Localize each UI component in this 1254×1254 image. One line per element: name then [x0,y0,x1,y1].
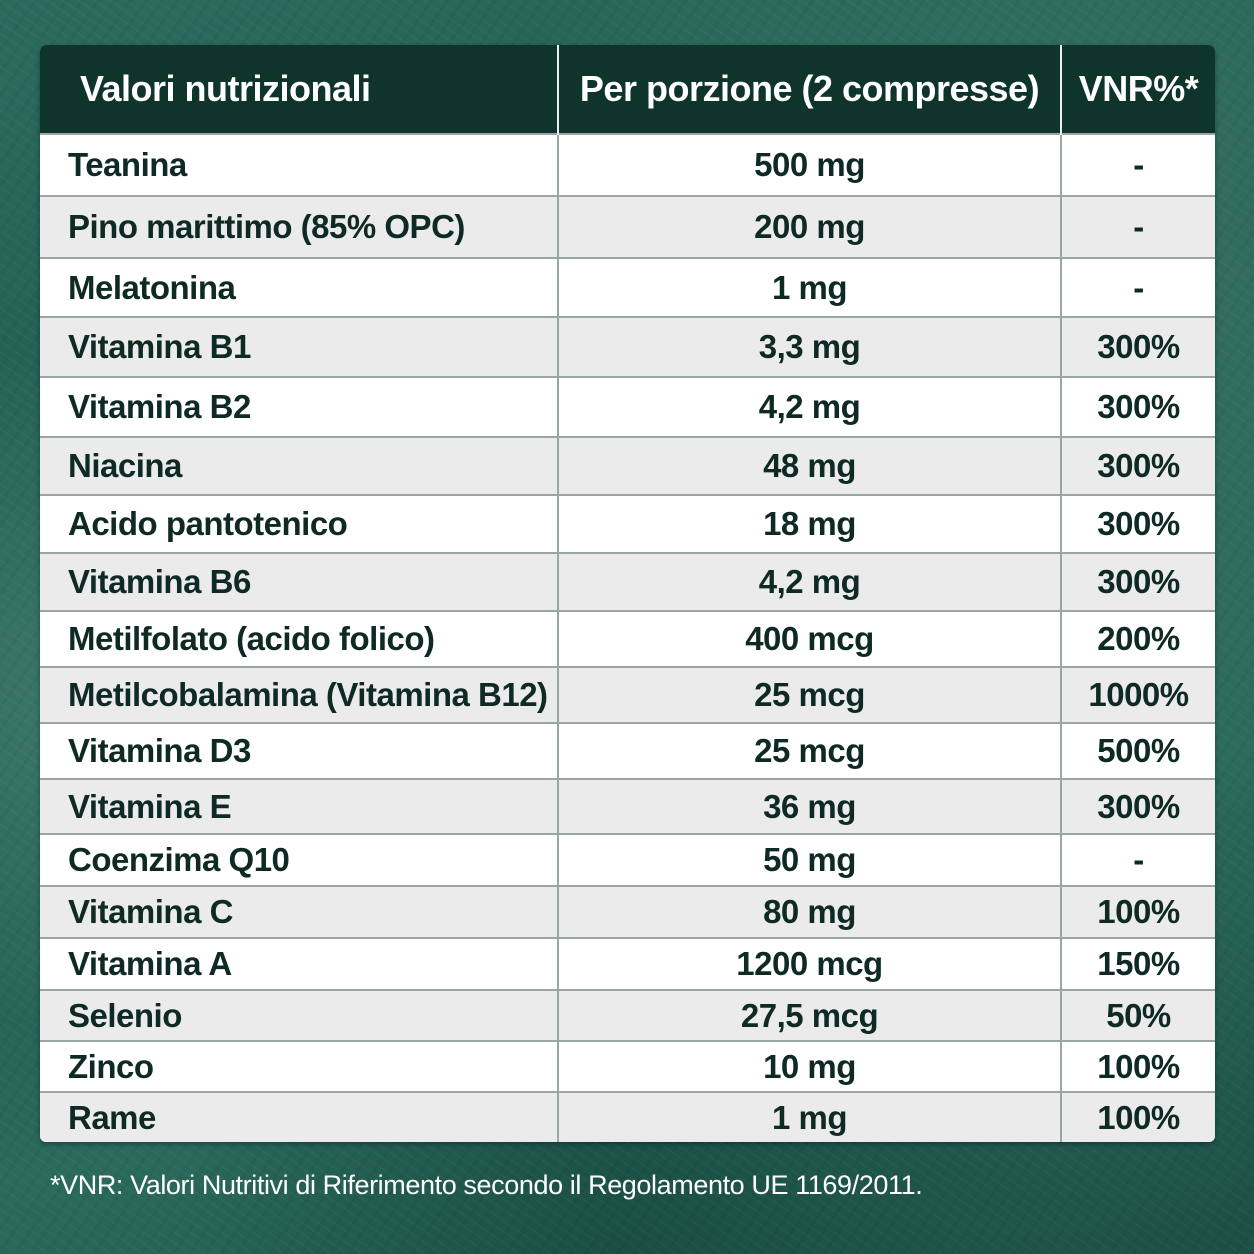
nutrient-vnr: - [1061,133,1215,196]
nutrient-amount: 48 mg [558,436,1062,495]
nutrient-name: Vitamina C [40,885,559,938]
nutrient-vnr: 200% [1061,610,1215,667]
nutrient-vnr: 1000% [1061,666,1215,723]
table-row: Niacina 48 mg 300% [40,436,1215,495]
nutrient-amount: 36 mg [558,778,1062,834]
nutrient-vnr: 300% [1061,778,1215,834]
table-row: Vitamina E 36 mg 300% [40,778,1215,834]
nutrient-vnr: 300% [1061,316,1215,377]
nutrient-name: Teanina [40,133,559,196]
nutrient-name: Vitamina E [40,778,559,834]
nutrient-name: Vitamina B1 [40,316,559,377]
nutrient-vnr: 150% [1061,937,1215,990]
nutrient-amount: 25 mcg [558,722,1062,779]
header-nutrient: Valori nutrizionali [40,45,559,134]
nutrient-amount: 1 mg [558,257,1062,317]
nutrient-amount: 50 mg [558,833,1062,886]
nutrient-name: Rame [40,1091,559,1142]
nutrient-amount: 4,2 mg [558,552,1062,611]
table-row: Vitamina A 1200 mcg 150% [40,937,1215,990]
nutrient-amount: 1200 mcg [558,937,1062,990]
nutrient-name: Zinco [40,1040,559,1092]
nutrient-name: Vitamina D3 [40,722,559,779]
nutrient-name: Vitamina B6 [40,552,559,611]
nutrition-table-container: Valori nutrizionali Per porzione (2 comp… [40,45,1215,1142]
nutrient-vnr: 300% [1061,376,1215,437]
table-row: Vitamina C 80 mg 100% [40,885,1215,938]
nutrient-amount: 400 mcg [558,610,1062,667]
nutrient-amount: 3,3 mg [558,316,1062,377]
nutrient-vnr: - [1061,257,1215,317]
nutrient-amount: 27,5 mcg [558,989,1062,1041]
table-row: Pino marittimo (85% OPC) 200 mg - [40,195,1215,258]
nutrient-vnr: - [1061,195,1215,258]
nutrient-vnr: 300% [1061,552,1215,611]
table-body: Teanina 500 mg - Pino marittimo (85% OPC) 20… [40,133,1215,1142]
nutrient-amount: 200 mg [558,195,1062,258]
table-row: Zinco 10 mg 100% [40,1040,1215,1092]
nutrient-amount: 500 mg [558,133,1062,196]
table-row: Metilcobalamina (Vitamina B12) 25 mcg 1000… [40,666,1215,723]
nutrient-name: Pino marittimo (85% OPC) [40,195,559,258]
table-row: Acido pantotenico 18 mg 300% [40,494,1215,553]
nutrient-name: Coenzima Q10 [40,833,559,886]
nutrient-vnr: - [1061,833,1215,886]
nutrient-amount: 4,2 mg [558,376,1062,437]
nutrient-amount: 10 mg [558,1040,1062,1092]
nutrient-name: Acido pantotenico [40,494,559,553]
nutrition-table: Valori nutrizionali Per porzione (2 comp… [40,45,1215,1142]
table-row: Vitamina B6 4,2 mg 300% [40,552,1215,611]
nutrient-amount: 25 mcg [558,666,1062,723]
table-row: Teanina 500 mg - [40,133,1215,196]
nutrient-vnr: 50% [1061,989,1215,1041]
nutrient-name: Melatonina [40,257,559,317]
table-row: Selenio 27,5 mcg 50% [40,989,1215,1041]
nutrient-vnr: 500% [1061,722,1215,779]
table-row: Vitamina B1 3,3 mg 300% [40,316,1215,377]
header-amount: Per porzione (2 compresse) [558,45,1062,134]
nutrient-amount: 1 mg [558,1091,1062,1142]
nutrient-vnr: 300% [1061,494,1215,553]
nutrient-name: Metilcobalamina (Vitamina B12) [40,666,559,723]
nutrient-vnr: 100% [1061,1040,1215,1092]
nutrient-amount: 18 mg [558,494,1062,553]
nutrient-name: Niacina [40,436,559,495]
table-row: Coenzima Q10 50 mg - [40,833,1215,886]
table-row: Rame 1 mg 100% [40,1091,1215,1142]
nutrient-name: Metilfolato (acido folico) [40,610,559,667]
nutrient-vnr: 100% [1061,885,1215,938]
table-row: Vitamina D3 25 mcg 500% [40,722,1215,779]
nutrient-name: Selenio [40,989,559,1041]
table-row: Vitamina B2 4,2 mg 300% [40,376,1215,437]
table-row: Melatonina 1 mg - [40,257,1215,317]
nutrient-amount: 80 mg [558,885,1062,938]
nutrient-vnr: 100% [1061,1091,1215,1142]
header-vnr: VNR%* [1061,45,1215,134]
footnote: *VNR: Valori Nutritivi di Riferimento se… [50,1170,923,1200]
nutrient-name: Vitamina B2 [40,376,559,437]
table-row: Metilfolato (acido folico) 400 mcg 200% [40,610,1215,667]
nutrient-name: Vitamina A [40,937,559,990]
nutrient-vnr: 300% [1061,436,1215,495]
table-header-row: Valori nutrizionali Per porzione (2 comp… [40,45,1215,134]
